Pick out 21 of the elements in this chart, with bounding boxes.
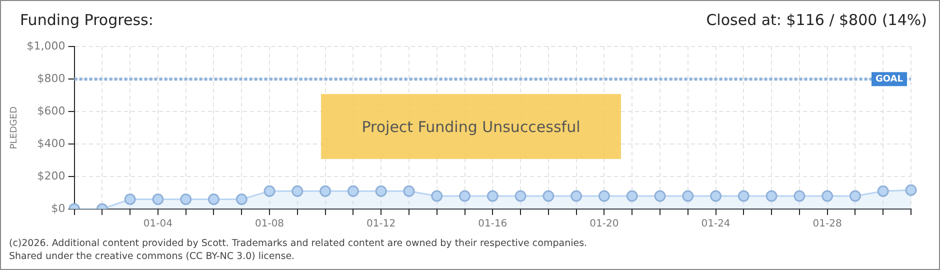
- x-tick-label: 01-04: [143, 218, 172, 230]
- y-tick-label: $800: [37, 72, 66, 85]
- y-axis-title: PLEDGED: [10, 106, 20, 150]
- ref-line-label: GOAL: [876, 74, 904, 84]
- chart-subtitle: Closed at: $116 / $800 (14%): [706, 11, 927, 29]
- y-tick-label: $400: [37, 136, 66, 150]
- y-tick-label: $0: [51, 202, 66, 215]
- annotation: Project Funding Unsuccessful: [362, 118, 580, 136]
- text: Shared under the creative commons (CC BY-NC 3.0) license.: [9, 250, 296, 263]
- x-tick-label: 01-16: [478, 218, 508, 230]
- notice-banner: Project Funding Unsuccessful: [321, 94, 621, 159]
- text: (c)2026. Additional content provided by Scott. Trademarks and related content are owned by their respective companies.: [9, 237, 588, 250]
- x-tick-label: 01-24: [701, 218, 730, 230]
- y-tick-label: $600: [37, 104, 66, 118]
- x-tick-label: 01-28: [812, 218, 842, 230]
- y-tick-label: $1,000: [26, 39, 66, 52]
- x-tick-label: 01-08: [254, 218, 284, 230]
- x-tick-label: 01-12: [366, 218, 396, 230]
- y-tick-label: $200: [37, 169, 66, 182]
- chart-title: Funding Progress:: [20, 11, 154, 29]
- x-tick-label: 01-20: [590, 218, 619, 230]
